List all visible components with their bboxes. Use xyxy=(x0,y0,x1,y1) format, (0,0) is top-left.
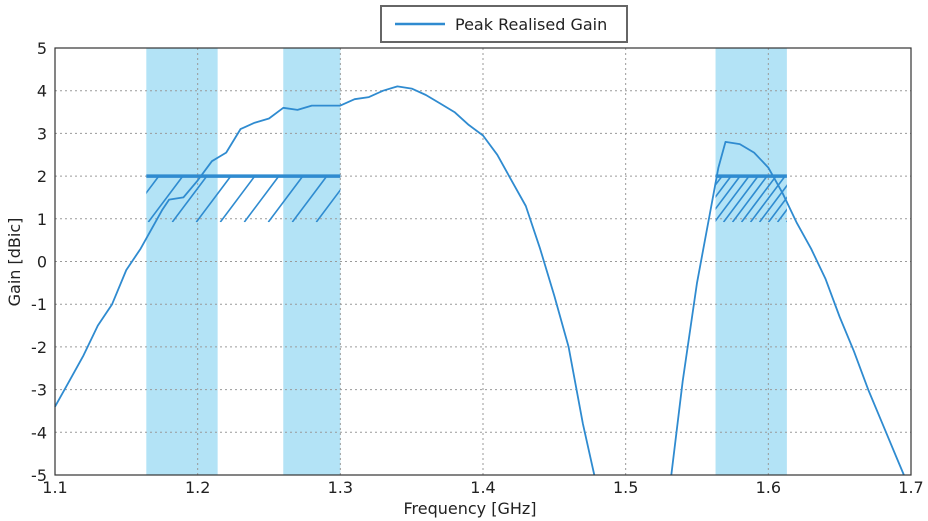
hatch-stroke xyxy=(758,184,787,223)
series-line-peak-realised-gain-1 xyxy=(54,85,596,476)
hatch-stroke xyxy=(715,176,732,199)
y-tick-label: 1 xyxy=(37,210,47,229)
x-tick-label: 1.1 xyxy=(42,478,67,497)
y-axis-label: Gain [dBic] xyxy=(5,218,24,307)
x-tick-label: 1.4 xyxy=(470,478,495,497)
y-tick-label: 3 xyxy=(37,124,47,143)
legend: Peak Realised Gain xyxy=(380,5,628,43)
hatch-stroke xyxy=(339,220,341,223)
hatch-stroke xyxy=(679,176,714,222)
x-tick-label: 1.7 xyxy=(898,478,923,497)
series-line-peak-realised-gain-2 xyxy=(670,141,905,476)
x-axis-label: Frequency [GHz] xyxy=(403,499,536,518)
hatch-stroke xyxy=(715,176,741,211)
hatch-stroke xyxy=(731,176,768,223)
x-tick-label: 1.6 xyxy=(756,478,781,497)
hatch-stroke xyxy=(147,176,184,223)
hatch-stroke xyxy=(785,220,787,223)
hatch-stroke xyxy=(243,176,280,223)
x-tick-label: 1.5 xyxy=(613,478,638,497)
plot-frame xyxy=(54,47,912,476)
hatch-stroke xyxy=(219,176,256,223)
y-tick-label: -4 xyxy=(31,423,47,442)
hatch-stroke xyxy=(315,188,341,223)
y-tick-label: 2 xyxy=(37,167,47,186)
spec-hatch-1 xyxy=(100,176,399,223)
y-tick-label: 0 xyxy=(37,253,47,272)
tick-labels: 1.1 1.2 1.3 1.4 1.5 1.6 1.7 -5 -4 -3 -2 -1 0 1 2 3 4 5 xyxy=(31,39,924,497)
hatch-stroke xyxy=(715,176,750,223)
legend-entry-peak-realised-gain: Peak Realised Gain xyxy=(455,15,607,34)
hatch-stroke xyxy=(146,176,160,195)
hatch-stroke xyxy=(670,176,705,222)
hatch-stroke xyxy=(291,176,328,223)
hatch-stroke xyxy=(722,176,759,223)
hatch-stroke xyxy=(749,176,786,223)
hatch-stroke xyxy=(740,176,777,223)
hatch-stroke xyxy=(776,208,787,223)
hatch-stroke xyxy=(100,176,135,222)
y-tick-label: 5 xyxy=(37,39,47,58)
hatch-stroke xyxy=(171,176,208,223)
hatch-stroke xyxy=(364,176,399,222)
x-tick-label: 1.3 xyxy=(328,478,353,497)
hatch-stroke xyxy=(267,176,304,223)
y-tick-label: -3 xyxy=(31,381,47,400)
y-tick-label: -1 xyxy=(31,295,47,314)
x-tick-label: 1.2 xyxy=(185,478,210,497)
y-tick-label: -5 xyxy=(31,466,47,485)
y-tick-label: -2 xyxy=(31,338,47,357)
hatch-stroke xyxy=(796,176,831,222)
grid xyxy=(55,48,911,475)
hatch-stroke xyxy=(195,176,232,223)
series-lines xyxy=(54,85,905,476)
y-tick-label: 4 xyxy=(37,82,47,101)
